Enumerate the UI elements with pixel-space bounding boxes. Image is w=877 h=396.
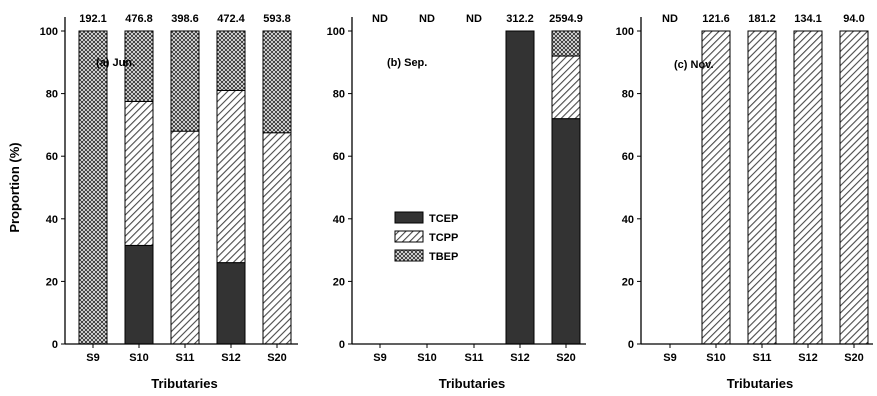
panel-annotation: (b) Sep.	[387, 57, 427, 69]
y-tick-label-100: 100	[40, 26, 58, 38]
bar-tcpp-s20	[839, 30, 869, 345]
total-label-s20: 94.0	[843, 13, 864, 25]
y-tick-label-0: 0	[628, 339, 634, 351]
total-label-s11: ND	[466, 13, 482, 25]
x-axis-title: Tributaries	[151, 376, 217, 391]
x-tick-label-s12: S12	[798, 352, 818, 364]
total-label-s10: 476.8	[125, 13, 153, 25]
y-tick-label-20: 20	[622, 276, 634, 288]
y-tick-label-60: 60	[622, 151, 634, 163]
x-axis-title: Tributaries	[439, 376, 505, 391]
total-label-s10: 121.6	[702, 13, 730, 25]
y-tick-label-80: 80	[333, 89, 345, 101]
y-tick-label-20: 20	[333, 276, 345, 288]
y-tick-label-40: 40	[333, 214, 345, 226]
x-tick-label-s20: S20	[267, 352, 287, 364]
bar-tbep-s20	[262, 30, 292, 134]
total-label-s12: 472.4	[217, 13, 245, 25]
x-tick-label-s9: S9	[373, 352, 386, 364]
x-tick-label-s12: S12	[221, 352, 241, 364]
bar-tcpp-s20	[551, 55, 581, 120]
total-label-s20: 593.8	[263, 13, 291, 25]
bar-tcpp-s20	[262, 132, 292, 345]
bar-tcep-s20	[551, 118, 581, 345]
x-tick-label-s11: S11	[465, 352, 484, 364]
bar-tcpp-s11	[747, 30, 777, 345]
bar-tcpp-s12	[216, 89, 246, 264]
legend-label-tcpp: TCPP	[429, 232, 458, 244]
total-label-s12: 312.2	[506, 13, 534, 25]
y-tick-label-80: 80	[46, 89, 58, 101]
x-tick-label-s9: S9	[663, 352, 676, 364]
total-label-s10: ND	[419, 13, 435, 25]
x-tick-label-s9: S9	[86, 352, 99, 364]
y-tick-label-0: 0	[339, 339, 345, 351]
bar-tcpp-s10	[124, 100, 154, 246]
total-label-s9: ND	[372, 13, 388, 25]
y-axis-title: Proportion (%)	[7, 142, 22, 232]
legend-swatch-tcpp	[394, 230, 424, 243]
x-tick-label-s20: S20	[844, 352, 864, 364]
legend-swatch-tbep	[394, 249, 424, 262]
total-label-s11: 181.2	[748, 13, 776, 25]
x-tick-label-s10: S10	[129, 352, 149, 364]
y-tick-label-60: 60	[333, 151, 345, 163]
x-tick-label-s11: S11	[753, 352, 772, 364]
bar-tbep-s12	[216, 30, 246, 91]
total-label-s9: ND	[662, 13, 678, 25]
x-axis-title: Tributaries	[727, 376, 793, 391]
legend-label-tcep: TCEP	[429, 213, 458, 225]
bar-tcpp-s12	[793, 30, 823, 345]
legend-label-tbep: TBEP	[429, 251, 458, 263]
y-tick-label-40: 40	[622, 214, 634, 226]
y-tick-label-40: 40	[46, 214, 58, 226]
y-tick-label-20: 20	[46, 276, 58, 288]
total-label-s11: 398.6	[171, 13, 199, 25]
x-tick-label-s10: S10	[706, 352, 726, 364]
y-tick-label-100: 100	[327, 26, 345, 38]
bar-tcep-s12	[505, 30, 535, 345]
total-label-s9: 192.1	[79, 13, 107, 25]
x-tick-label-s20: S20	[556, 352, 576, 364]
bar-tbep-s10	[124, 30, 154, 102]
panel-annotation: (c) Nov.	[674, 59, 714, 71]
y-tick-label-0: 0	[52, 339, 58, 351]
total-label-s20: 2594.9	[549, 13, 583, 25]
bar-tcep-s10	[124, 244, 154, 345]
x-tick-label-s11: S11	[176, 352, 195, 364]
x-tick-label-s12: S12	[510, 352, 530, 364]
bar-tcpp-s10	[701, 30, 731, 345]
bar-tbep-s20	[551, 30, 581, 57]
y-tick-label-60: 60	[46, 151, 58, 163]
x-tick-label-s10: S10	[417, 352, 437, 364]
total-label-s12: 134.1	[794, 13, 822, 25]
panel-annotation: (a) Jun.	[96, 57, 135, 69]
legend-swatch-tcep	[394, 211, 424, 224]
y-tick-label-80: 80	[622, 89, 634, 101]
bar-tbep-s11	[170, 30, 200, 132]
y-tick-label-100: 100	[616, 26, 634, 38]
bar-tcep-s12	[216, 262, 246, 345]
bar-tbep-s9	[78, 30, 108, 345]
bar-tcpp-s11	[170, 130, 200, 345]
